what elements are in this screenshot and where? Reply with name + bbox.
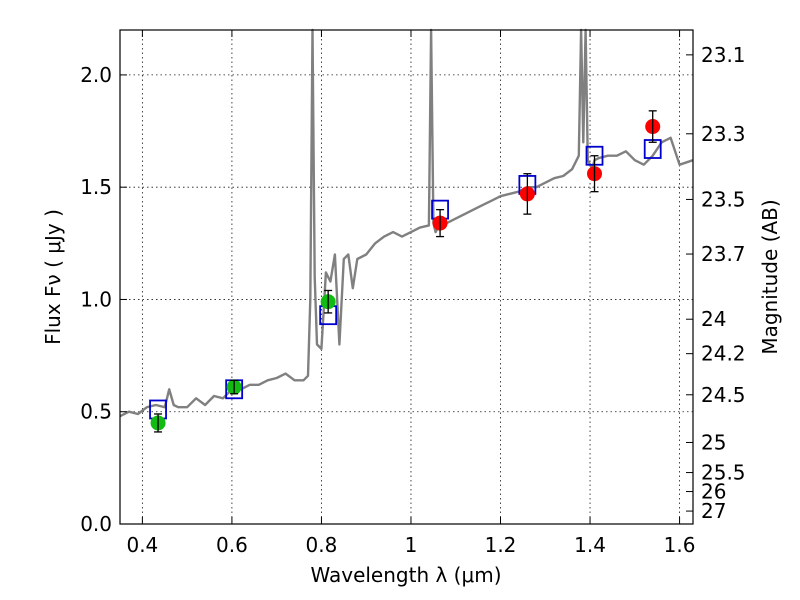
mag-tick-label: 23.3 bbox=[701, 122, 746, 146]
plot-frame bbox=[119, 29, 694, 525]
mag-tick-label: 25 bbox=[701, 430, 726, 454]
mag-tick-label: 24.5 bbox=[701, 383, 746, 407]
y-axis-label: Flux Fν ( μJy ) bbox=[41, 209, 65, 345]
mag-tick-label: 23.5 bbox=[701, 187, 746, 211]
x-axis-label: Wavelength λ (μm) bbox=[310, 563, 501, 587]
x-tick-label: 0.4 bbox=[126, 533, 158, 557]
mag-tick-label: 25.5 bbox=[701, 461, 746, 485]
mag-tick-label: 27 bbox=[701, 499, 726, 523]
grid bbox=[120, 30, 693, 525]
x-tick-label: 0.6 bbox=[216, 533, 248, 557]
y2-axis-label: Magnitude (AB) bbox=[758, 199, 782, 354]
x-tick-label: 0.8 bbox=[306, 533, 338, 557]
axes: 0.4 0.6 0.8 1 1.2 1.4 1.6 0.0 0.5 1.0 1.5 2.0 23.1 23… bbox=[80, 30, 746, 557]
spectrum-line bbox=[119, 28, 694, 418]
mag-tick-label: 24 bbox=[701, 307, 726, 331]
y-tick-label: 1.5 bbox=[80, 175, 112, 199]
y-tick-label: 2.0 bbox=[80, 63, 112, 87]
y-tick-label: 0.5 bbox=[80, 400, 112, 424]
mag-tick-label: 26 bbox=[701, 480, 726, 504]
y-tick-label: 1.0 bbox=[80, 287, 112, 311]
mag-tick-label: 24.2 bbox=[701, 342, 746, 366]
mag-tick-label: 23.1 bbox=[701, 43, 746, 67]
x-tick-label: 1 bbox=[405, 533, 418, 557]
x-tick-label: 1.2 bbox=[485, 533, 517, 557]
y-tick-label: 0.0 bbox=[80, 512, 112, 536]
x-tick-label: 1.4 bbox=[574, 533, 606, 557]
plot-area bbox=[119, 28, 694, 433]
x-tick-label: 1.6 bbox=[664, 533, 696, 557]
mag-tick-label: 23.7 bbox=[701, 242, 746, 266]
